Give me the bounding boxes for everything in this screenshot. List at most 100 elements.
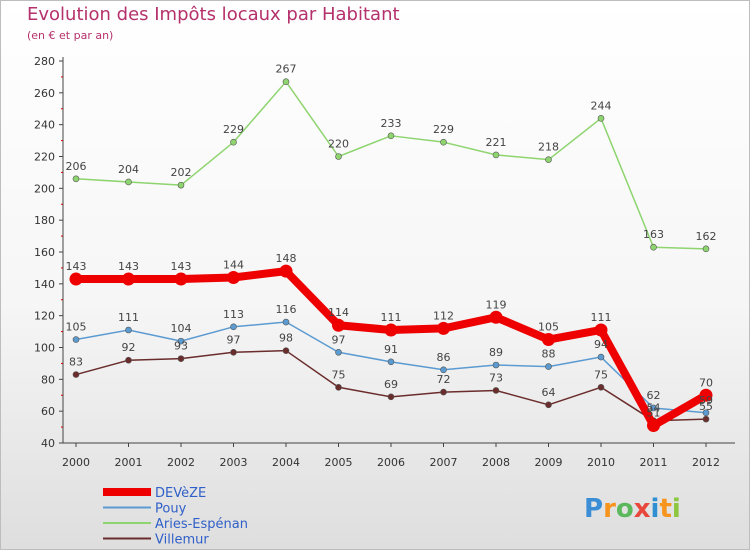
data-label: 220 — [328, 138, 349, 151]
data-label: 111 — [591, 311, 612, 324]
data-labels: 206 204 202 229 267 220 233 229 221 218 244 163 162 8… — [66, 63, 717, 420]
data-label: 98 — [279, 332, 293, 345]
brand-letter: r — [603, 494, 616, 524]
data-label: 206 — [66, 160, 87, 173]
data-label: 105 — [538, 321, 559, 334]
y-tick-label: 140 — [34, 278, 55, 291]
data-label: 143 — [118, 260, 139, 273]
data-label: 162 — [696, 230, 717, 243]
data-point — [332, 318, 345, 332]
x-tick-label: 2012 — [692, 456, 720, 469]
x-tick-label: 2011 — [640, 456, 668, 469]
data-label: 144 — [223, 258, 244, 271]
data-point — [177, 355, 185, 362]
data-label: 229 — [433, 123, 454, 136]
data-label: 91 — [384, 343, 398, 356]
data-label: 92 — [122, 341, 136, 354]
data-point — [387, 132, 395, 140]
data-point — [597, 383, 605, 391]
data-point — [279, 264, 293, 278]
data-label: 73 — [489, 371, 503, 384]
data-point — [125, 178, 132, 186]
data-label: 116 — [276, 303, 297, 316]
x-tick-label: 2001 — [115, 456, 143, 469]
data-label: 218 — [538, 141, 559, 154]
data-label: 105 — [66, 321, 87, 334]
data-point — [440, 366, 447, 374]
x-tick-label: 2009 — [535, 456, 563, 469]
y-tick-label: 200 — [34, 182, 55, 195]
data-label: 51 — [647, 406, 661, 419]
data-point — [282, 347, 290, 354]
data-point — [282, 78, 290, 85]
data-label: 114 — [328, 306, 349, 319]
data-label: 70 — [699, 376, 713, 389]
x-tick-label: 2008 — [482, 456, 510, 469]
data-point — [125, 326, 132, 334]
data-point — [440, 388, 447, 396]
data-point — [702, 245, 710, 253]
legend-label: Aries-Espénan — [155, 517, 248, 532]
data-label: 119 — [486, 298, 507, 311]
data-point — [545, 401, 552, 409]
data-point — [594, 323, 608, 337]
x-tick-label: 2004 — [272, 456, 300, 469]
data-label: 54 — [647, 402, 661, 415]
data-point — [489, 310, 503, 324]
axes: 40 60 80 100 120 140 160 180 200 220 240 260 280 2000… — [34, 55, 735, 469]
data-point — [437, 321, 450, 335]
x-tick-label: 2003 — [220, 456, 248, 469]
data-label: 148 — [276, 252, 297, 265]
data-label: 64 — [542, 386, 556, 399]
data-point — [440, 138, 447, 146]
data-label: 111 — [118, 311, 139, 324]
data-label: 97 — [332, 333, 346, 346]
data-point — [230, 323, 237, 331]
data-label: 111 — [381, 311, 402, 324]
data-label: 267 — [276, 63, 297, 76]
data-label: 75 — [594, 368, 608, 381]
y-tick-label: 160 — [34, 246, 55, 259]
brand-letter: P — [584, 494, 603, 524]
data-point — [69, 272, 83, 286]
brand-letter: i — [651, 494, 660, 524]
proxiti-logo: Proxiti — [584, 494, 681, 524]
x-tick-label: 2007 — [430, 456, 458, 469]
data-label: 83 — [69, 356, 83, 369]
x-tick-label: 2010 — [587, 456, 615, 469]
data-point — [174, 272, 188, 286]
data-label: 72 — [437, 373, 451, 386]
data-label: 94 — [594, 338, 608, 351]
data-label: 62 — [647, 389, 661, 402]
data-point — [702, 409, 710, 417]
data-point — [177, 337, 185, 345]
legend-label: Villemur — [155, 533, 209, 548]
legend-label: Pouy — [155, 502, 187, 517]
data-label: 202 — [171, 166, 192, 179]
data-label: 93 — [174, 340, 188, 353]
x-tick-label: 2006 — [377, 456, 405, 469]
y-tick-label: 40 — [41, 437, 55, 450]
data-point — [597, 115, 605, 122]
data-point — [545, 156, 552, 163]
data-point — [597, 353, 605, 361]
data-label: 233 — [381, 117, 402, 130]
data-label: 112 — [433, 309, 454, 322]
data-point — [125, 356, 132, 364]
data-point — [384, 323, 398, 337]
data-point — [647, 418, 660, 432]
brand-letter: x — [634, 494, 651, 524]
data-label: 113 — [223, 308, 244, 321]
data-point — [545, 363, 552, 370]
data-point — [230, 138, 237, 146]
brand-letter: i — [672, 494, 681, 524]
brand-wordmark: Proxiti — [584, 494, 681, 524]
data-point — [122, 272, 135, 286]
data-label: 89 — [489, 346, 503, 359]
series-layer — [69, 78, 713, 432]
data-label: 104 — [171, 322, 192, 335]
y-tick-label: 120 — [34, 310, 55, 323]
